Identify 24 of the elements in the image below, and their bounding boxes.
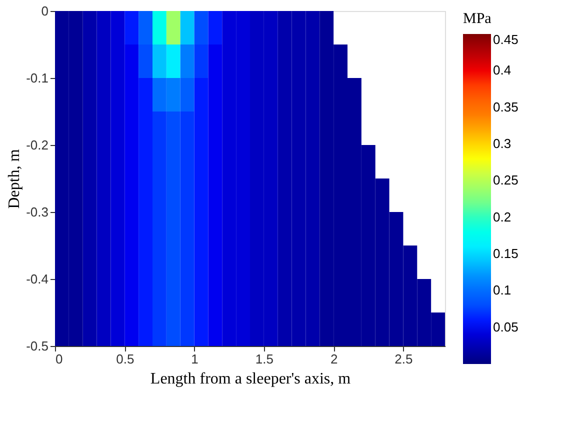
x-tick-label: 0	[56, 352, 63, 366]
y-tick-label: -0.5	[26, 338, 48, 354]
x-tick-label: 1	[191, 352, 198, 366]
color-bar-label: 0.35	[493, 99, 518, 114]
color-bar-label: 0.25	[493, 172, 518, 188]
y-tick-label: -0.1	[26, 70, 48, 86]
y-tick-label: -0.4	[26, 272, 48, 286]
y-tick-label: -0.3	[26, 204, 48, 220]
y-tick-label: 0	[41, 4, 48, 18]
color-bar-title: MPa	[463, 11, 492, 27]
color-bar-label: 0.3	[493, 136, 512, 151]
color-bar-label: 0.05	[493, 319, 518, 334]
x-tick-label: 0.5	[116, 352, 134, 366]
color-bar-label: 0.4	[493, 62, 512, 78]
x-axis-title: Length from a sleeper's axis, m	[150, 370, 352, 388]
color-bar-label: 0.45	[493, 32, 518, 47]
color-bar-label: 0.1	[493, 282, 512, 298]
color-bar-label: 0.15	[493, 246, 518, 261]
x-tick-label: 2.5	[394, 352, 413, 366]
y-axis-title: Depth, m	[6, 148, 24, 209]
y-tick-label: -0.2	[26, 138, 48, 152]
x-tick-label: 1.5	[255, 352, 274, 366]
color-bar-label: 0.2	[493, 209, 512, 224]
x-tick-label: 2	[330, 352, 338, 366]
